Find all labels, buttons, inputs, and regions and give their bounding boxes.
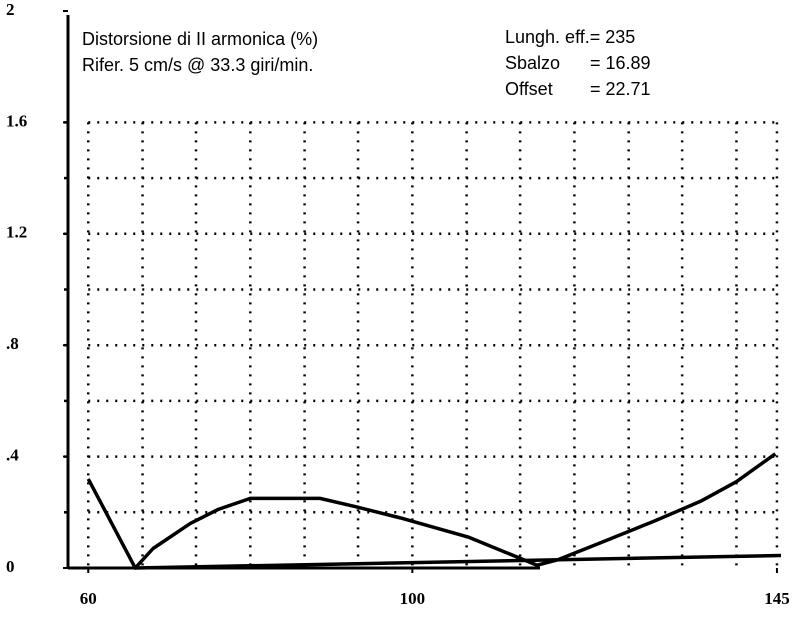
x-tick-label: 145 [764, 589, 790, 608]
parameter: Lungh. eff.= 235 [505, 27, 635, 47]
x-tick-label: 60 [80, 589, 97, 608]
parameter: = 22.71 [590, 79, 651, 99]
parameter: Offset [505, 79, 553, 99]
y-tick-label: 1.6 [6, 111, 27, 130]
y-tick-label: 0 [6, 557, 15, 576]
y-tick-label: .4 [6, 446, 19, 465]
annotation: Rifer. 5 cm/s @ 33.3 giri/min. [82, 55, 313, 75]
annotation: Distorsione di II armonica (%) [82, 29, 318, 49]
parameter: Sbalzo [505, 53, 560, 73]
data-line [135, 553, 782, 570]
data-line [86, 452, 777, 570]
y-tick-label: .8 [6, 334, 19, 353]
y-tick-label: 2 [6, 0, 15, 19]
parameter: = 16.89 [590, 53, 651, 73]
x-tick-label: 100 [400, 589, 426, 608]
y-tick-label: 1.2 [6, 223, 27, 242]
